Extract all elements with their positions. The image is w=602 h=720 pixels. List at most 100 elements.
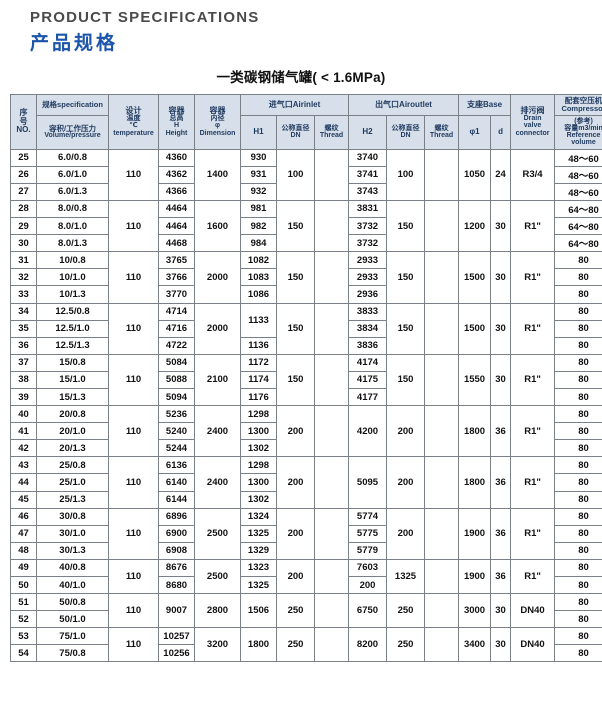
design-temp-cn2: 温度 bbox=[126, 115, 141, 123]
cell-h2: 3834 bbox=[348, 319, 387, 338]
cell-total-height: 4362 bbox=[158, 165, 195, 184]
cell-volume-pressure: 30/1.0 bbox=[36, 524, 109, 543]
cell-h1: 1325 bbox=[240, 575, 277, 595]
drain-en1: Drain bbox=[523, 115, 542, 123]
cell-no: 28 bbox=[10, 199, 37, 219]
cell-total-height: 6896 bbox=[158, 507, 195, 526]
cell-base-d: 30 bbox=[490, 251, 512, 304]
col-header-specification-group: 规格specification bbox=[36, 94, 109, 116]
cell-total-height: 6908 bbox=[158, 541, 195, 560]
cell-reference-volume: 80 bbox=[554, 524, 602, 543]
table-row: 47 30/1.0 6900 1325 5775 80 bbox=[10, 524, 602, 543]
cell-total-height: 4714 bbox=[158, 302, 195, 321]
cell-reference-volume: 80 bbox=[554, 558, 602, 578]
cell-drain-valve: R1" bbox=[510, 405, 556, 458]
cell-volume-pressure: 6.0/1.3 bbox=[36, 182, 109, 201]
cell-h2: 5095 bbox=[348, 456, 387, 509]
cell-outlet-dn: 250 bbox=[386, 627, 425, 663]
cell-h2: 2933 bbox=[348, 268, 387, 287]
cell-h2: 200 bbox=[348, 575, 387, 595]
cell-inlet-dn: 250 bbox=[276, 627, 315, 663]
cell-h2: 3740 bbox=[348, 148, 387, 167]
cell-inlet-thread bbox=[314, 353, 349, 407]
cell-volume-pressure: 8.0/0.8 bbox=[36, 199, 109, 219]
cell-base-d: 30 bbox=[490, 199, 512, 253]
cell-reference-volume: 80 bbox=[554, 302, 602, 321]
cell-volume-pressure: 8.0/1.0 bbox=[36, 217, 109, 236]
table-row: 27 6.0/1.3 4366 932 3743 48～60 bbox=[10, 182, 602, 201]
cell-inlet-thread bbox=[314, 405, 349, 458]
table-row: 25 6.0/0.8 110 4360 1400 930 100 3740 100 1050 24 R… bbox=[10, 148, 602, 201]
cell-h1: 1133 bbox=[240, 302, 277, 338]
table-row: 49 40/0.8 110 8676 2500 1323 200 7603 1325 1900 36… bbox=[10, 558, 602, 595]
cell-h1: 1506 bbox=[240, 593, 277, 629]
cell-h1: 1302 bbox=[240, 490, 277, 509]
cell-reference-volume: 80 bbox=[554, 268, 602, 287]
cell-inner-diameter: 2400 bbox=[194, 405, 241, 458]
cell-no: 33 bbox=[10, 285, 37, 304]
cell-reference-volume: 80 bbox=[554, 473, 602, 492]
cell-drain-valve: R1" bbox=[510, 302, 556, 355]
cell-outlet-dn: 150 bbox=[386, 251, 425, 304]
cell-outlet-dn: 1325 bbox=[386, 558, 425, 595]
cell-reference-volume: 80 bbox=[554, 285, 602, 304]
no-line3: NO. bbox=[16, 124, 31, 134]
cell-reference-volume: 80 bbox=[554, 627, 602, 646]
cell-no: 34 bbox=[10, 302, 37, 321]
cell-reference-volume: 80 bbox=[554, 490, 602, 509]
outlet-thread-cn: 螺纹 bbox=[434, 124, 449, 132]
cell-inlet-dn: 100 bbox=[276, 148, 315, 201]
cell-h2: 3833 bbox=[348, 302, 387, 321]
cell-inlet-thread bbox=[314, 507, 349, 560]
cell-outlet-dn: 200 bbox=[386, 507, 425, 560]
table-row: 29 8.0/1.0 4464 982 3732 64～80 bbox=[10, 217, 602, 236]
cell-h1: 1800 bbox=[240, 627, 277, 663]
cell-design-temperature: 110 bbox=[108, 148, 159, 201]
table-row: 46 30/0.8 110 6896 2500 1324 200 5774 200 1900 36 R… bbox=[10, 507, 602, 560]
col-header-air-inlet-group: 进气口Airinlet bbox=[240, 94, 349, 116]
cell-outlet-thread bbox=[423, 456, 460, 509]
inlet-thread-cn: 螺纹 bbox=[324, 124, 339, 132]
cell-drain-valve: R1" bbox=[510, 353, 556, 407]
cell-inner-diameter: 2500 bbox=[194, 507, 241, 560]
col-header-air-outlet-group: 出气口Airoutlet bbox=[347, 94, 460, 116]
cell-h1: 1083 bbox=[240, 268, 277, 287]
cell-reference-volume: 48～60 bbox=[554, 165, 602, 184]
cell-base-phi1: 1500 bbox=[458, 302, 492, 355]
comp-vol: volume bbox=[571, 139, 596, 147]
cell-total-height: 4366 bbox=[158, 182, 195, 201]
cell-no: 40 bbox=[10, 405, 37, 424]
cell-outlet-dn: 100 bbox=[386, 148, 425, 201]
cell-design-temperature: 110 bbox=[108, 507, 159, 560]
cell-drain-valve: R1" bbox=[510, 558, 556, 595]
cell-design-temperature: 110 bbox=[108, 627, 159, 663]
cell-h2: 2936 bbox=[348, 285, 387, 304]
cell-inlet-dn: 200 bbox=[276, 558, 315, 595]
cell-drain-valve: R3/4 bbox=[510, 148, 556, 201]
table-row: 43 25/0.8 110 6136 2400 1298 200 5095 200 1800 36 R… bbox=[10, 456, 602, 509]
cell-no: 36 bbox=[10, 336, 37, 355]
cell-reference-volume: 80 bbox=[554, 541, 602, 560]
cell-total-height: 9007 bbox=[158, 593, 195, 629]
col-header-design-temperature: 设计 温度 ℃ temperature bbox=[108, 94, 159, 150]
cell-total-height: 4464 bbox=[158, 217, 195, 236]
cell-no: 48 bbox=[10, 541, 37, 560]
cell-h1: 1174 bbox=[240, 370, 277, 389]
design-temp-unit: ℃ bbox=[129, 122, 138, 130]
cell-drain-valve: R1" bbox=[510, 456, 556, 509]
cell-no: 44 bbox=[10, 473, 37, 492]
cell-outlet-thread bbox=[423, 199, 460, 253]
cell-no: 26 bbox=[10, 165, 37, 184]
cell-h1: 1325 bbox=[240, 524, 277, 543]
cell-volume-pressure: 12.5/0.8 bbox=[36, 302, 109, 321]
cell-volume-pressure: 6.0/1.0 bbox=[36, 165, 109, 184]
cell-base-phi1: 1050 bbox=[458, 148, 492, 201]
cell-no: 51 bbox=[10, 593, 37, 612]
cell-volume-pressure: 50/1.0 bbox=[36, 610, 109, 629]
cell-h2: 6750 bbox=[348, 593, 387, 629]
cell-volume-pressure: 25/1.3 bbox=[36, 490, 109, 509]
cell-base-d: 36 bbox=[490, 405, 512, 458]
cell-no: 42 bbox=[10, 439, 37, 458]
design-temp-en: temperature bbox=[113, 129, 154, 137]
cell-no: 35 bbox=[10, 319, 37, 338]
